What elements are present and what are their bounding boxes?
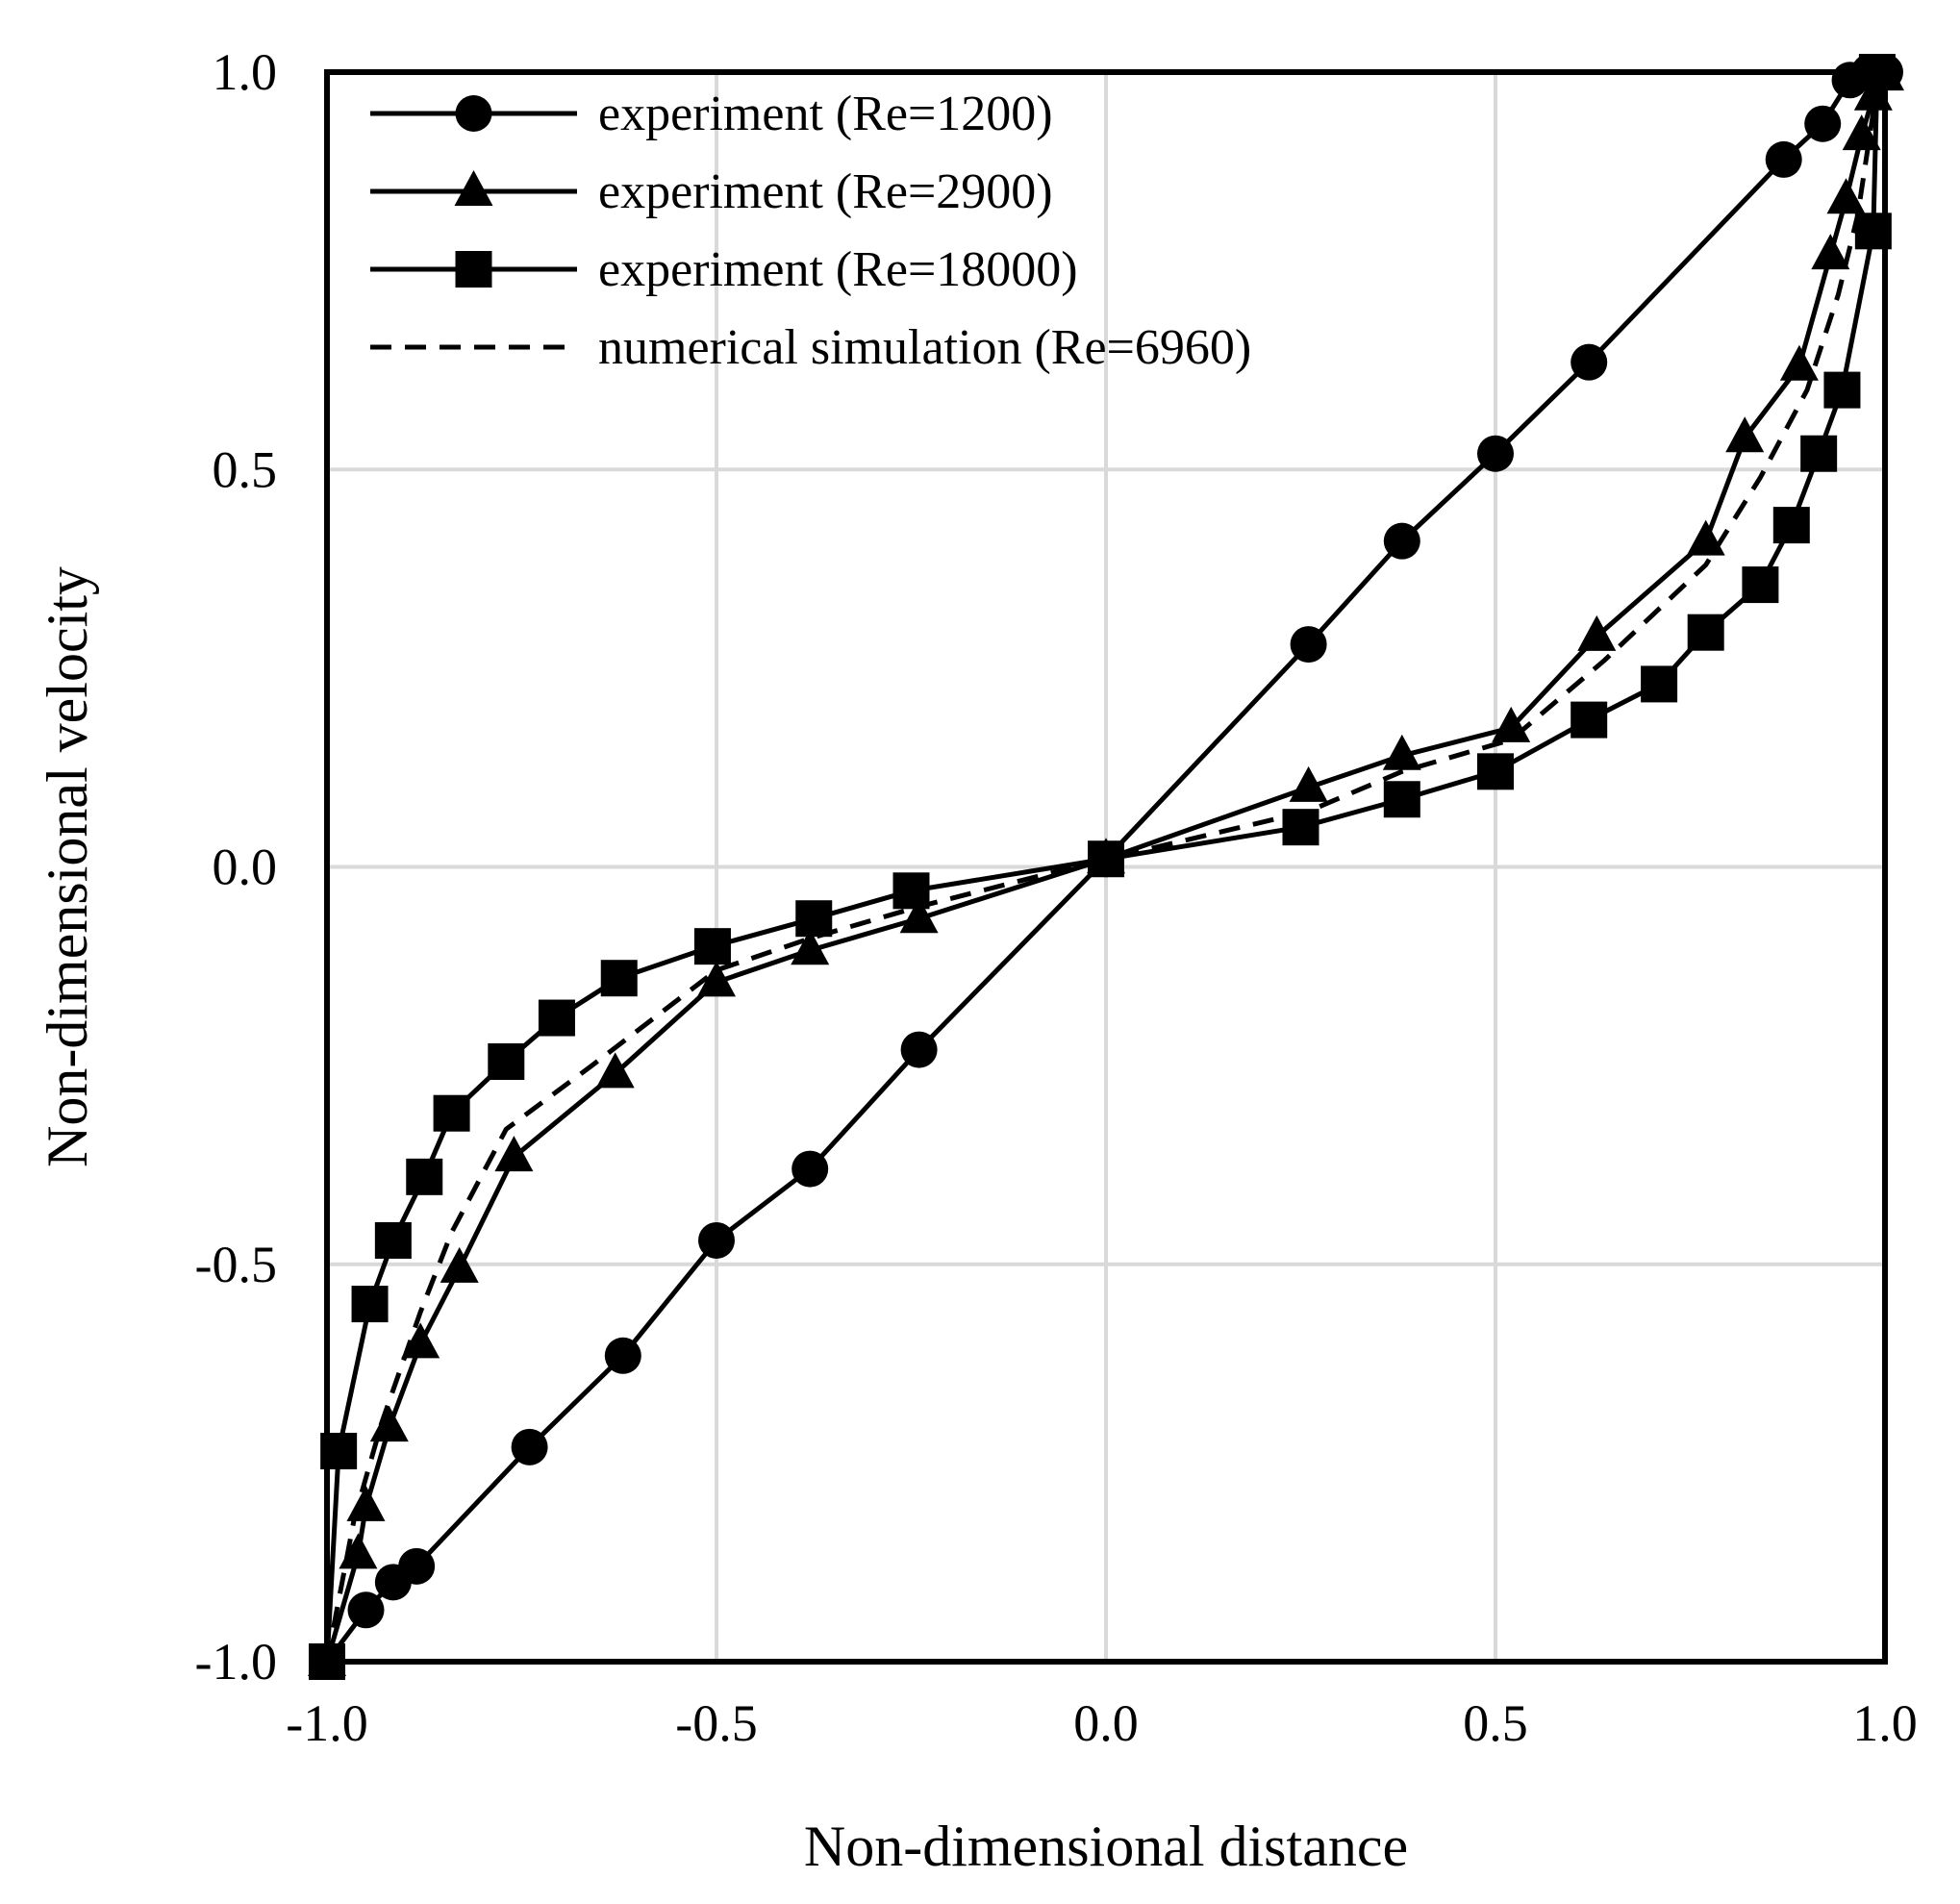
y-tick-label: 0.0 xyxy=(213,839,278,896)
x-tick-label: 0.5 xyxy=(1463,1694,1528,1752)
data-point xyxy=(1477,753,1514,790)
legend-label: numerical simulation (Re=6960) xyxy=(598,320,1251,375)
data-point xyxy=(1289,765,1328,802)
legend-item: numerical simulation (Re=6960) xyxy=(370,320,1251,375)
data-point xyxy=(1804,105,1842,142)
legend-label: experiment (Re=18000) xyxy=(598,242,1078,297)
data-point xyxy=(697,961,736,997)
data-point xyxy=(1686,519,1725,556)
y-tick-label: 0.5 xyxy=(213,440,278,498)
y-tick-label: -0.5 xyxy=(195,1236,277,1293)
data-point xyxy=(899,897,939,934)
data-point xyxy=(1571,343,1608,381)
data-point xyxy=(433,1094,470,1132)
data-point xyxy=(440,1246,479,1283)
data-point xyxy=(374,1221,412,1259)
data-point xyxy=(494,1136,534,1172)
x-tick-labels: -1.0 -0.5 0.0 0.5 1.0 xyxy=(286,1694,1917,1752)
x-tick-label: -1.0 xyxy=(286,1694,367,1752)
data-point xyxy=(892,872,930,910)
data-point xyxy=(406,1158,443,1195)
data-point xyxy=(1282,809,1319,846)
data-point xyxy=(1772,507,1810,544)
legend-item: experiment (Re=18000) xyxy=(370,242,1078,297)
legend-marker xyxy=(454,170,493,206)
data-point xyxy=(1571,701,1608,739)
y-tick-labels: -1.0 -0.5 0.0 0.5 1.0 xyxy=(195,43,277,1691)
x-tick-label: 0.0 xyxy=(1073,1694,1139,1752)
series-layer xyxy=(308,54,1904,1680)
data-point xyxy=(792,1150,829,1188)
data-point xyxy=(1823,371,1861,409)
data-point xyxy=(1826,178,1866,214)
data-point xyxy=(1687,614,1724,651)
x-tick-label: 1.0 xyxy=(1852,1694,1918,1752)
legend-label: experiment (Re=2900) xyxy=(598,164,1053,219)
data-point xyxy=(1492,706,1531,742)
data-point xyxy=(1383,522,1420,560)
data-point xyxy=(791,929,830,965)
data-point xyxy=(600,960,638,997)
data-point xyxy=(511,1428,548,1466)
legend: experiment (Re=1200) experiment (Re=2900)… xyxy=(370,87,1251,375)
legend-label: experiment (Re=1200) xyxy=(598,87,1053,141)
data-point xyxy=(401,1322,440,1359)
data-point xyxy=(595,1052,635,1089)
data-point xyxy=(398,1547,436,1585)
data-point xyxy=(538,999,575,1037)
data-point xyxy=(488,1042,525,1080)
data-point xyxy=(347,1591,385,1629)
data-point xyxy=(604,1337,641,1374)
x-tick-label: -0.5 xyxy=(675,1694,757,1752)
data-point xyxy=(693,928,731,965)
data-point xyxy=(1088,840,1124,878)
data-point xyxy=(1800,435,1838,472)
data-point xyxy=(1842,114,1881,151)
data-point xyxy=(1382,734,1421,770)
plot-frame xyxy=(324,69,1888,1665)
data-point xyxy=(1290,626,1327,664)
data-point xyxy=(795,900,833,938)
legend-marker xyxy=(455,251,492,288)
data-point xyxy=(1577,614,1617,651)
data-point xyxy=(1725,416,1765,453)
data-point xyxy=(1477,435,1514,472)
data-point xyxy=(1641,665,1678,703)
y-tick-label: 1.0 xyxy=(213,43,278,101)
data-point xyxy=(1811,234,1850,270)
data-point xyxy=(339,1533,378,1569)
data-point xyxy=(698,1221,735,1259)
y-axis-title: Non-dimensional velocity xyxy=(36,566,99,1167)
data-point xyxy=(1779,344,1819,381)
data-point xyxy=(351,1286,389,1323)
legend-item: experiment (Re=1200) xyxy=(370,87,1053,141)
data-point xyxy=(1742,566,1779,604)
data-point xyxy=(369,1406,409,1442)
data-point xyxy=(1383,781,1420,818)
y-tick-label: -1.0 xyxy=(195,1633,277,1691)
data-point xyxy=(900,1031,938,1068)
legend-item: experiment (Re=2900) xyxy=(370,164,1053,219)
data-point xyxy=(1765,140,1802,178)
legend-marker xyxy=(455,95,492,132)
data-point xyxy=(346,1485,386,1521)
x-axis-title: Non-dimensional distance xyxy=(804,1815,1408,1878)
